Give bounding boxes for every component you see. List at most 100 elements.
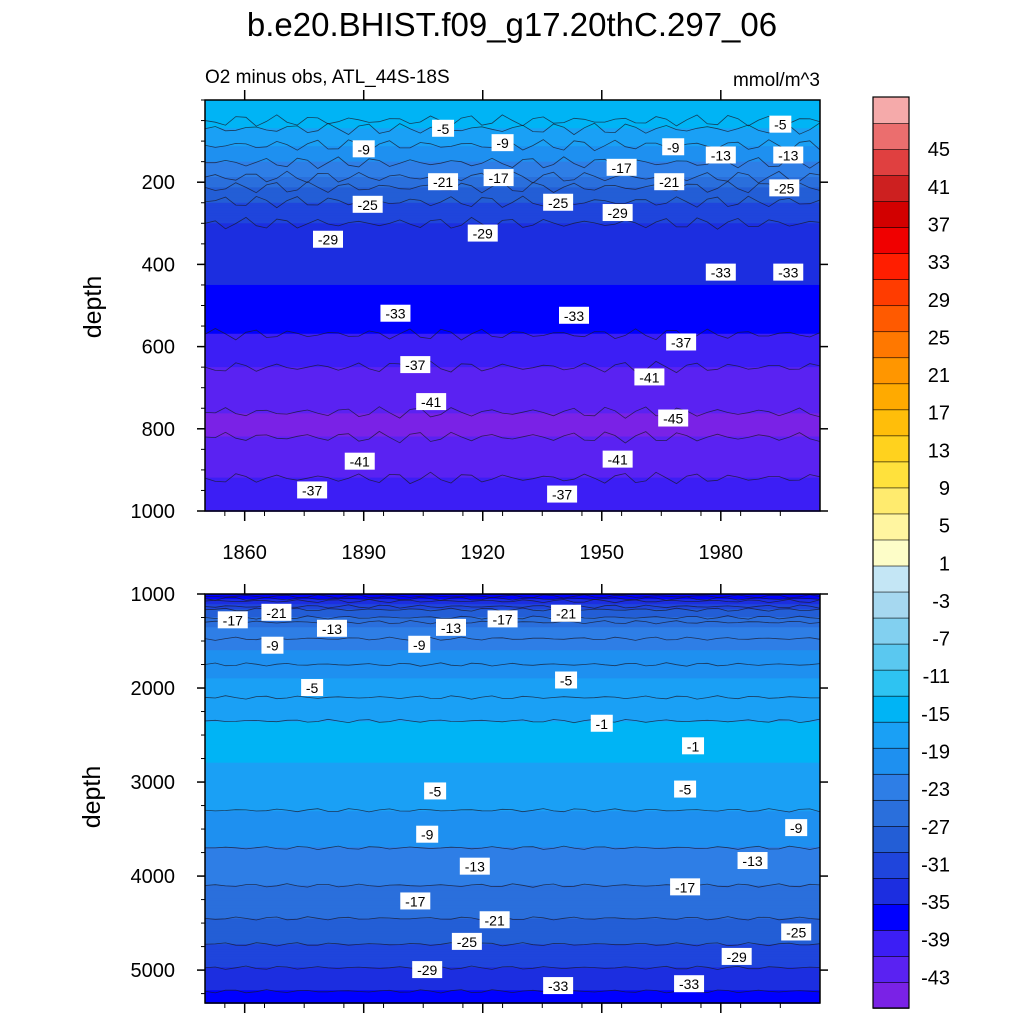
field-band: [205, 903, 820, 907]
colorbar-swatch: [872, 955, 910, 983]
colorbar-swatch: [872, 383, 910, 411]
field-band: [205, 785, 820, 790]
colorbar-swatch: [872, 981, 910, 1009]
field-band: [205, 397, 820, 402]
lower-panel: -17 -21 -13 -9 -9 -13 -17 -21 -5 -5 -1 -1 -5 -5 -9 -9 -1…: [131, 584, 828, 1013]
contour-label-box: [634, 368, 665, 386]
contour-label-box: [551, 604, 582, 622]
contour-label-box: [416, 825, 439, 843]
contour-label-box: [543, 193, 574, 211]
field-band: [205, 650, 820, 654]
contour-label-box: [559, 306, 589, 324]
field-band: [205, 225, 820, 230]
field-band: [205, 477, 820, 481]
field-band: [205, 678, 820, 682]
field-band: [205, 762, 820, 767]
field-band: [205, 192, 820, 196]
field-band: [205, 282, 820, 286]
contour-label: -41: [421, 394, 441, 410]
contour-label-box: [261, 636, 284, 654]
field-band: [205, 772, 820, 777]
field-band: [205, 857, 820, 861]
field-band: [205, 300, 820, 304]
contour-label-box: [483, 169, 514, 187]
contour-label: -13: [711, 147, 731, 163]
colorbar-swatch: [872, 929, 910, 957]
contour-label: -21: [659, 174, 679, 190]
contour-label-box: [408, 635, 431, 653]
field-band: [205, 668, 820, 672]
field-band: [205, 893, 820, 897]
field-band: [205, 854, 820, 859]
field-band: [205, 364, 820, 368]
field-band: [205, 480, 820, 484]
field-band: [205, 215, 820, 219]
field-band: [205, 161, 820, 166]
field-band: [205, 936, 820, 940]
colorbar-swatch: [872, 591, 910, 619]
colorbar-label: -23: [921, 779, 950, 801]
field-band: [205, 885, 820, 889]
colorbar-swatch: [872, 643, 910, 671]
field-band: [205, 490, 820, 494]
field-band: [205, 205, 820, 209]
field-band: [205, 462, 820, 466]
field-band: [205, 346, 820, 350]
field-band: [205, 691, 820, 695]
field-band: [205, 716, 820, 721]
y-axis-label-upper: depth: [79, 276, 107, 339]
field-band: [205, 328, 820, 332]
contour-label: -29: [417, 962, 437, 978]
field-band: [205, 110, 820, 114]
field-band: [205, 197, 820, 201]
field-band: [205, 627, 820, 631]
contour-label-box: [705, 263, 736, 281]
field-band: [205, 354, 820, 358]
field-band: [205, 264, 820, 268]
field-band: [205, 663, 820, 667]
contour-label-box: [487, 610, 518, 628]
field-band: [205, 714, 820, 718]
contour-line: [204, 604, 821, 609]
field-band: [205, 813, 820, 818]
field-band: [205, 277, 820, 281]
contour-label-box: [543, 977, 574, 995]
field-band: [205, 726, 820, 731]
contour-label-box: [666, 333, 697, 351]
units-label: mmol/m^3: [733, 70, 820, 91]
field-band: [205, 798, 820, 802]
contour-label: -21: [433, 174, 453, 190]
field-band: [205, 374, 820, 379]
contour-label-box: [737, 852, 768, 870]
field-band: [205, 130, 820, 135]
field-band: [205, 333, 820, 338]
contour-label-box: [436, 618, 466, 636]
field-band: [205, 418, 820, 422]
field-band: [205, 795, 820, 800]
field-band: [205, 974, 820, 979]
contour-label: -33: [711, 265, 731, 281]
field-band: [205, 449, 820, 453]
field-band: [205, 377, 820, 381]
field-band: [205, 647, 820, 652]
field-band: [205, 931, 820, 935]
contour-label-box: [785, 819, 808, 837]
contour-label-box: [602, 450, 633, 468]
contour-label-box: [352, 195, 383, 213]
contour-label: -5: [774, 117, 787, 133]
field-band: [205, 431, 820, 435]
field-band: [205, 921, 820, 925]
contour-label-box: [602, 204, 633, 222]
contour-line: [204, 942, 821, 947]
field-band: [205, 505, 820, 510]
field-band: [205, 783, 820, 787]
contour-label: -25: [786, 924, 806, 940]
field-band: [205, 261, 820, 266]
field-band: [205, 433, 820, 438]
contour-label: -9: [413, 637, 426, 653]
colorbar-swatch: [872, 278, 910, 307]
contour-label: -21: [485, 912, 505, 928]
field-band: [205, 117, 820, 122]
contour-label: -1: [687, 738, 700, 754]
colorbar-label: -3: [932, 591, 950, 613]
